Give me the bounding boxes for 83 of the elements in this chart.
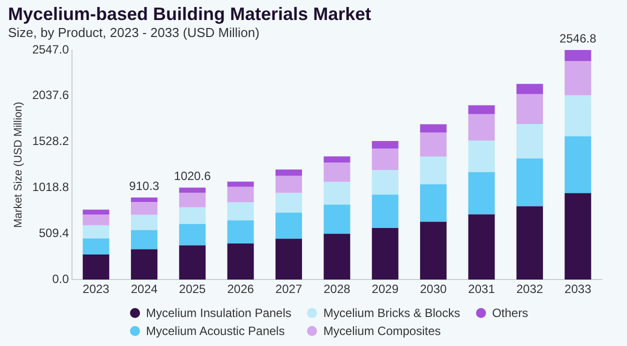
bar <box>324 204 350 234</box>
bar <box>82 238 110 255</box>
bar <box>179 224 206 246</box>
bar <box>516 94 543 124</box>
legend-label: Others <box>492 306 528 320</box>
bar <box>564 95 592 136</box>
x-tick-label: 2027 <box>275 282 302 296</box>
y-tick-label: 2037.6 <box>32 88 70 102</box>
x-tick-label: 2033 <box>564 282 592 296</box>
y-axis-title: Market Size (USD Million) <box>12 102 25 228</box>
bar <box>564 61 592 96</box>
bar <box>276 176 302 193</box>
legend-label: Mycelium Bricks & Blocks <box>323 306 460 320</box>
bar <box>179 207 206 224</box>
bar <box>179 245 206 280</box>
y-tick-label: 509.4 <box>38 226 70 240</box>
x-tick-label: 2026 <box>227 282 254 296</box>
bar <box>516 206 543 280</box>
bar <box>276 192 302 213</box>
bar <box>82 225 110 238</box>
bar <box>468 214 495 280</box>
bar <box>82 210 110 215</box>
bar <box>516 84 543 94</box>
bar <box>420 222 447 280</box>
bar <box>227 202 254 220</box>
x-tick-label: 2024 <box>130 282 158 296</box>
bar <box>324 162 350 182</box>
bar <box>276 238 302 280</box>
y-tick-label: 1528.2 <box>32 134 70 148</box>
bar <box>372 228 398 280</box>
bar <box>564 193 592 280</box>
bar <box>564 50 592 62</box>
bar <box>82 254 110 280</box>
bar <box>227 243 254 280</box>
bar <box>324 234 350 280</box>
x-tick-label: 2029 <box>372 282 399 296</box>
bar <box>564 136 592 194</box>
bar <box>179 192 206 208</box>
bar <box>276 212 302 239</box>
bar <box>324 156 350 163</box>
bar <box>130 198 158 202</box>
bar <box>130 230 158 250</box>
x-tick-label: 2025 <box>179 282 206 296</box>
total-label: 1020.6 <box>174 168 212 183</box>
x-tick-label: 2031 <box>468 282 496 296</box>
bar <box>372 194 398 228</box>
total-label: 2546.8 <box>560 31 597 46</box>
x-tick-label: 2032 <box>516 282 544 296</box>
bar <box>130 202 158 215</box>
bar <box>420 184 447 222</box>
legend-label: Mycelium Composites <box>323 324 441 338</box>
bar <box>82 214 110 226</box>
x-tick-label: 2023 <box>82 282 110 296</box>
x-tick-label: 2030 <box>420 282 448 296</box>
bar <box>372 148 398 170</box>
bar <box>276 169 302 176</box>
total-label: 910.3 <box>129 178 160 193</box>
legend-label: Mycelium Acoustic Panels <box>146 324 285 338</box>
bar <box>420 156 447 184</box>
chart-subtitle: Size, by Product, 2023 - 2033 (USD Million) <box>8 25 260 40</box>
bar <box>179 188 206 193</box>
bar <box>468 114 495 141</box>
legend-label: Mycelium Insulation Panels <box>146 306 292 320</box>
chart-title: Mycelium-based Building Materials Market <box>8 4 372 25</box>
bar <box>516 124 543 158</box>
y-tick-label: 2547.0 <box>32 42 70 56</box>
bar <box>468 140 495 172</box>
bar <box>468 172 495 214</box>
bar <box>227 220 254 244</box>
y-tick-label: 0.0 <box>52 272 70 286</box>
bar <box>516 158 543 206</box>
bar <box>324 182 350 205</box>
bar <box>372 170 398 195</box>
y-tick-label: 1018.8 <box>32 180 70 194</box>
bar <box>130 214 158 230</box>
x-tick-label: 2028 <box>324 282 351 296</box>
bar <box>420 124 447 133</box>
bar <box>227 186 254 202</box>
bar <box>227 182 254 187</box>
bar <box>130 249 158 280</box>
bar <box>420 132 447 156</box>
bar <box>372 141 398 149</box>
bar <box>468 105 495 114</box>
